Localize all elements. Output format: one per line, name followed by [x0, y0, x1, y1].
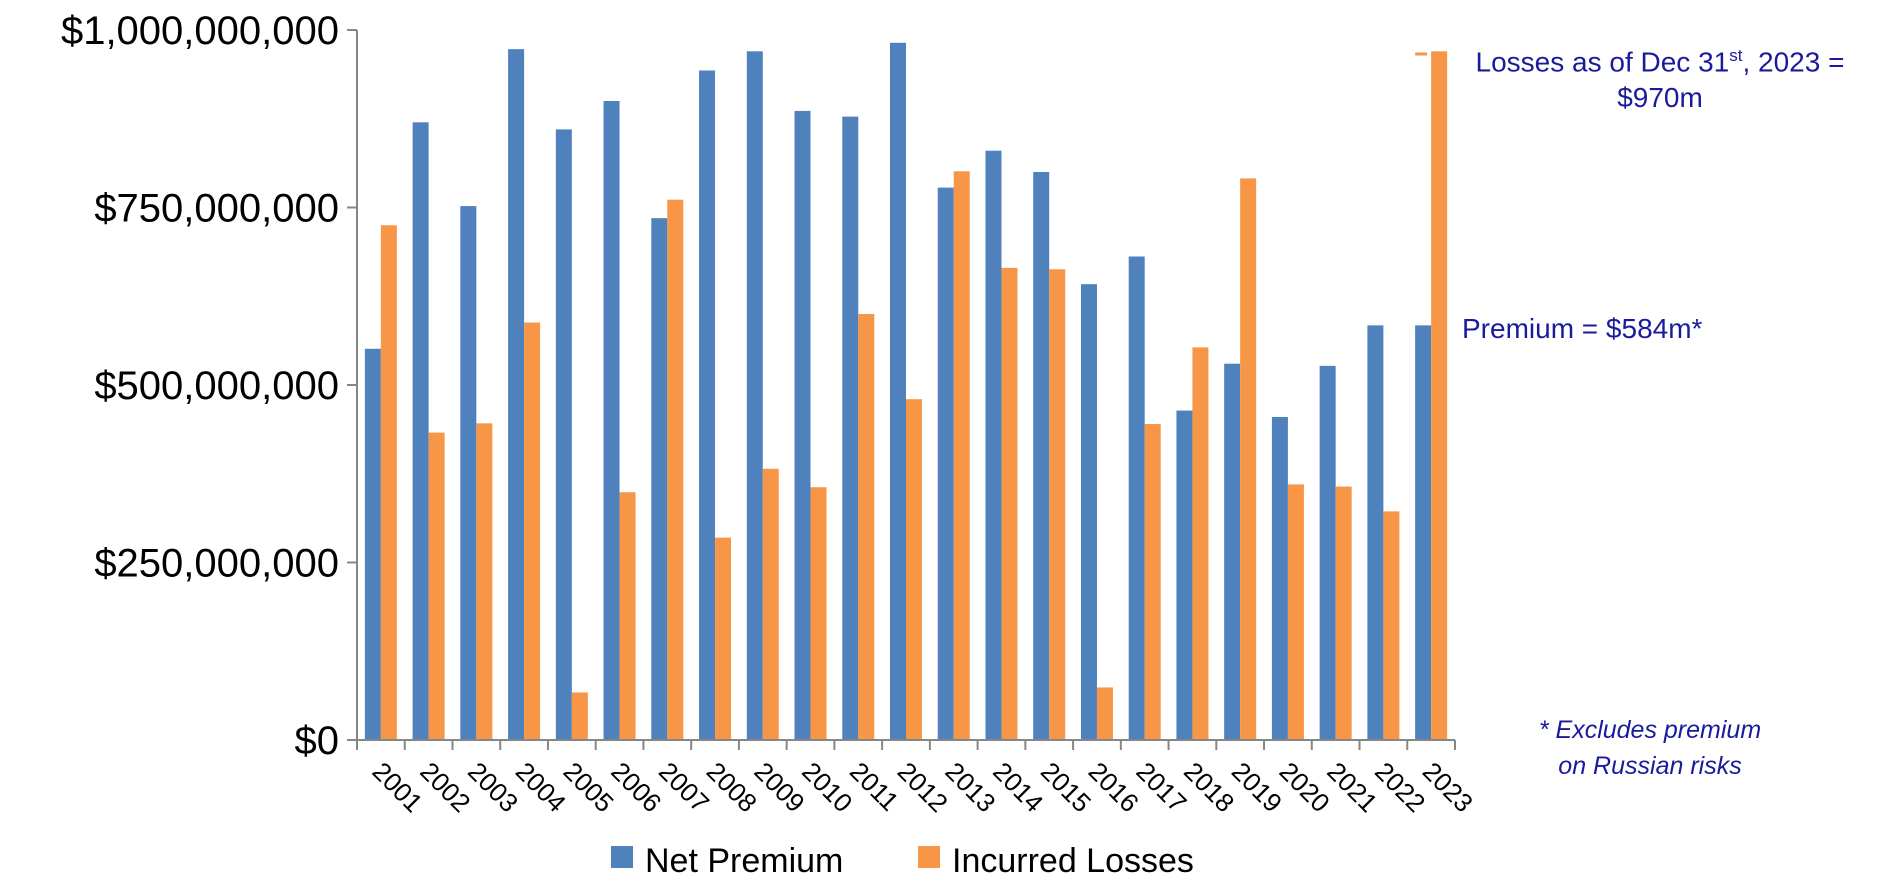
y-tick-label: $0 [295, 719, 340, 763]
net-premium-bar-2019 [1224, 363, 1241, 740]
incurred-losses-bar-2022 [1383, 511, 1400, 740]
x-tick-label: 2005 [558, 756, 620, 818]
net-premium-bar-2022 [1367, 325, 1384, 740]
net-premium-bar-2013 [937, 187, 954, 740]
footnote-line1: * Excludes premium [1538, 716, 1762, 744]
losses-annotation-text: Losses as of Dec 31 [1475, 46, 1730, 78]
incurred-losses-bar-2008 [715, 537, 732, 740]
x-tick-label: 2011 [844, 756, 905, 817]
net-premium-bar-2016 [1080, 284, 1097, 740]
footnote-line2: on Russian risks [1558, 752, 1742, 780]
legend-swatch-net-premium [611, 846, 633, 868]
x-tick-label: 2021 [1321, 756, 1383, 818]
incurred-losses-bar-2020 [1287, 484, 1304, 740]
x-tick-label: 2014 [987, 756, 1049, 818]
x-tick-label: 2015 [1035, 756, 1097, 818]
net-premium-bar-2020 [1271, 416, 1288, 740]
x-axis: 2001200220032004200520062007200820092010… [356, 739, 1479, 818]
net-premium-bar-2010 [794, 110, 811, 740]
x-tick-label: 2013 [939, 756, 1001, 818]
x-tick-label: 2017 [1130, 756, 1192, 818]
y-tick-label: $1,000,000,000 [61, 9, 339, 53]
y-axis: $0 $250,000,000 $500,000,000 $750,000,000 $1… [61, 9, 358, 763]
legend-label-net-premium: Net Premium [645, 842, 843, 880]
incurred-losses-bar-2003 [476, 423, 493, 740]
net-premium-bar-2021 [1319, 365, 1336, 740]
legend-label-incurred-losses: Incurred Losses [952, 842, 1194, 880]
x-tick-label: 2004 [510, 756, 572, 818]
incurred-losses-bar-2019 [1240, 178, 1257, 740]
net-premium-bar-2009 [746, 51, 763, 741]
net-premium-bar-2004 [508, 49, 525, 741]
net-premium-bar-2006 [603, 101, 620, 740]
losses-annotation-text-end: , 2023 = [1742, 46, 1845, 78]
legend-swatch-incurred-losses [918, 846, 940, 868]
incurred-losses-bar-2005 [571, 692, 588, 740]
incurred-losses-bar-2007 [667, 199, 684, 740]
x-tick-label: 2012 [892, 756, 954, 818]
bars [364, 42, 1448, 741]
net-premium-bar-2007 [651, 218, 668, 740]
x-tick-label: 2018 [1178, 756, 1240, 818]
incurred-losses-bar-2023 [1431, 51, 1448, 741]
legend: Net Premium Incurred Losses [611, 842, 1194, 880]
y-tick-label: $250,000,000 [94, 542, 339, 586]
losses-annotation: Losses as of Dec 31st, 2023 = $970m [1440, 38, 1878, 116]
net-premium-bar-2003 [460, 206, 477, 740]
incurred-losses-bar-2011 [858, 314, 875, 740]
net-premium-bar-2005 [555, 129, 572, 740]
incurred-losses-bar-2018 [1192, 347, 1209, 740]
x-tick-label: 2022 [1369, 756, 1431, 818]
net-premium-bar-2015 [1033, 172, 1050, 740]
y-tick-label: $500,000,000 [94, 364, 339, 408]
incurred-losses-bar-2012 [906, 399, 922, 740]
x-tick-label: 2010 [796, 756, 858, 818]
net-premium-bar-2002 [412, 122, 429, 741]
x-tick-label: 2006 [605, 756, 667, 818]
incurred-losses-bar-2002 [428, 432, 445, 740]
incurred-losses-bar-2017 [1144, 424, 1161, 740]
net-premium-bar-2001 [364, 348, 381, 740]
net-premium-bar-2018 [1176, 410, 1193, 740]
x-tick-label: 2023 [1417, 756, 1479, 818]
net-premium-bar-2012 [890, 42, 906, 740]
x-tick-label: 2007 [653, 756, 715, 818]
x-tick-label: 2003 [462, 756, 524, 818]
x-tick-label: 2019 [1226, 756, 1288, 818]
x-tick-label: 2009 [749, 756, 811, 818]
x-tick-label: 2016 [1083, 756, 1145, 818]
incurred-losses-bar-2013 [953, 171, 970, 741]
incurred-losses-bar-2016 [1096, 687, 1113, 740]
premium-annotation: Premium = $584m* [1462, 313, 1703, 344]
losses-annotation-sup: st [1729, 46, 1743, 65]
footnote: * Excludes premium on Russian risks [1500, 712, 1800, 784]
net-premium-bar-2017 [1128, 256, 1145, 740]
incurred-losses-bar-2004 [524, 322, 541, 740]
x-tick-label: 2020 [1274, 756, 1336, 818]
incurred-losses-bar-2014 [1001, 267, 1018, 740]
x-tick-label: 2008 [701, 756, 763, 818]
net-premium-bar-2023 [1415, 325, 1432, 740]
net-premium-bar-2011 [842, 116, 859, 741]
x-tick-label: 2002 [414, 756, 476, 818]
losses-annotation-value: $970m [1617, 82, 1703, 114]
incurred-losses-bar-2021 [1335, 486, 1352, 740]
incurred-losses-bar-2001 [380, 225, 397, 740]
incurred-losses-bar-2009 [762, 468, 779, 740]
net-premium-bar-2008 [699, 70, 716, 741]
net-premium-bar-2014 [985, 150, 1002, 740]
incurred-losses-bar-2015 [1049, 269, 1066, 740]
x-tick-label: 2001 [367, 756, 429, 818]
y-tick-label: $750,000,000 [94, 187, 339, 231]
incurred-losses-bar-2006 [619, 492, 636, 740]
incurred-losses-bar-2010 [810, 487, 827, 740]
